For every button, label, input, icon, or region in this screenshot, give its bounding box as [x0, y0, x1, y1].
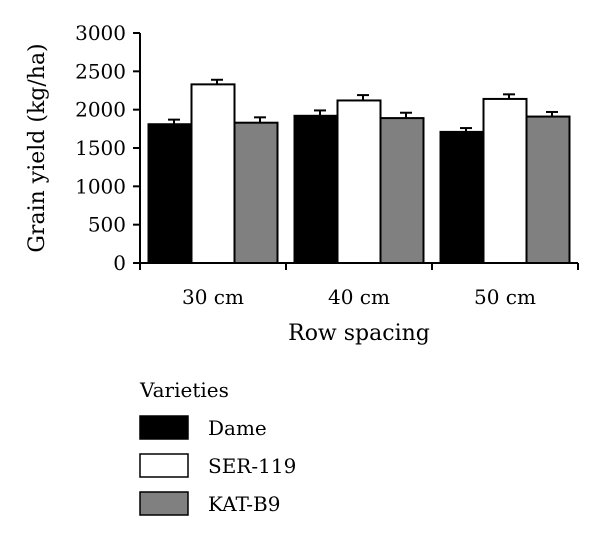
y-tick-label-3000: 3000	[75, 21, 126, 45]
y-axis-title: Grain yield (kg/ha)	[25, 43, 50, 252]
legend-swatch-ser-119	[139, 453, 189, 478]
legend-swatch-dame	[139, 415, 189, 440]
y-tick-label-1500: 1500	[75, 136, 126, 160]
legend-title: Varieties	[139, 378, 229, 402]
bar-kat-b9-0	[233, 121, 279, 264]
legend-swatch-kat-b9	[139, 491, 189, 516]
bar-dame-0	[147, 123, 193, 264]
axes: 0 500 1000 1500 2000 2500 3000 30 cm 40 cm 50 cm R…	[25, 21, 579, 346]
legend-label-kat-b9: KAT-B9	[208, 492, 280, 516]
legend-label-ser-119: SER-119	[208, 454, 296, 478]
y-tick-label-0: 0	[113, 251, 126, 275]
y-tick-label-1000: 1000	[75, 174, 126, 198]
y-tick-label-500: 500	[88, 213, 126, 237]
x-axis-title: Row spacing	[288, 321, 430, 346]
x-tick-label-0: 30 cm	[182, 285, 244, 309]
bar-ser-119-0	[190, 83, 236, 264]
x-tick-label-1: 40 cm	[328, 285, 390, 309]
bar-ser-119-2	[482, 97, 528, 264]
bar-ser-119-1	[336, 99, 382, 265]
bar-kat-b9-1	[379, 117, 425, 264]
bar-kat-b9-2	[525, 115, 571, 264]
y-tick-label-2000: 2000	[75, 98, 126, 122]
bar-dame-2	[439, 130, 485, 264]
x-tick-label-2: 50 cm	[474, 285, 536, 309]
y-tick-label-2500: 2500	[75, 59, 126, 83]
legend: Varieties Dame SER-119 KAT-B9	[139, 378, 296, 516]
bar-dame-1	[293, 114, 339, 264]
legend-label-dame: Dame	[208, 416, 267, 440]
plot-area	[147, 78, 571, 265]
